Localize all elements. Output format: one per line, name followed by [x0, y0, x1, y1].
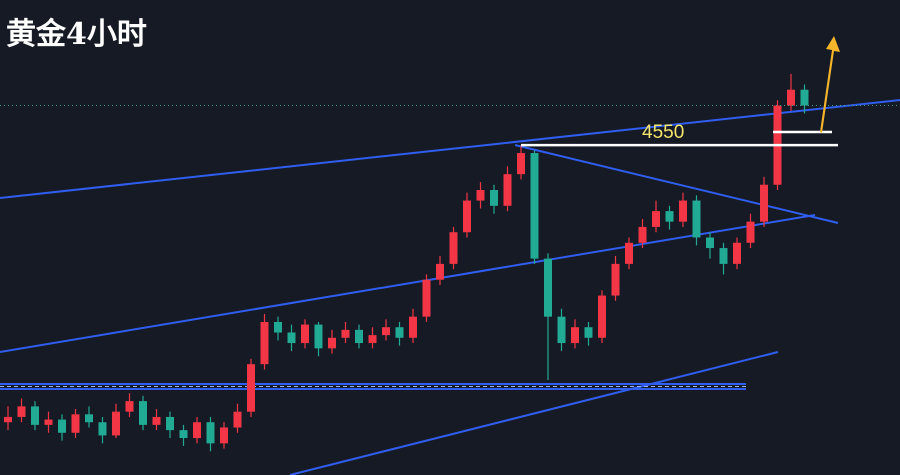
candle-body: [503, 174, 512, 206]
candle-body: [395, 327, 404, 338]
candle-body: [463, 200, 471, 233]
candle-body: [652, 211, 660, 227]
candle-body: [4, 416, 12, 423]
candle-body: [787, 89, 795, 106]
candle-body: [760, 184, 768, 222]
candle-body: [355, 329, 363, 344]
candle-body: [58, 419, 66, 433]
candle-body: [557, 316, 566, 344]
candle-body: [598, 295, 606, 338]
candle-body: [544, 258, 552, 317]
candle-body: [746, 221, 755, 243]
candle-body: [625, 242, 633, 264]
candle-body: [341, 329, 350, 338]
candle-body: [179, 430, 188, 439]
candle-body: [314, 324, 323, 349]
candle-body: [139, 401, 147, 425]
candles: 4550: [0, 73, 900, 452]
candle-body: [692, 200, 701, 238]
candle-body: [706, 237, 714, 249]
candle-body: [719, 248, 728, 264]
candle-body: [800, 89, 809, 106]
candle-body: [220, 427, 228, 444]
candle-body: [125, 401, 134, 412]
candle-body: [247, 364, 255, 412]
candle-body: [571, 327, 579, 344]
candle-body: [44, 419, 53, 425]
candle-body: [206, 422, 215, 444]
chart-title: 黄金4小时: [6, 17, 147, 52]
candle-body: [301, 324, 309, 344]
level-label: 4550: [642, 122, 684, 143]
candle-body: [611, 263, 620, 296]
candle-body: [233, 411, 242, 428]
candle-body: [152, 416, 161, 425]
candle-body: [287, 332, 296, 344]
candle-body: [733, 242, 741, 264]
candle-body: [584, 327, 593, 338]
candle-body: [368, 335, 377, 344]
candle-body: [382, 327, 390, 336]
candle-body: [31, 406, 39, 425]
trend-line: [0, 214, 816, 353]
candle-body: [193, 422, 201, 439]
candle-body: [260, 321, 269, 365]
trend-lines: [0, 99, 900, 475]
candle-body: [328, 337, 336, 349]
candle-body: [112, 411, 120, 436]
candle-body: [665, 211, 674, 222]
up-arrow: [820, 36, 840, 133]
candle-body: [409, 316, 417, 338]
candle-body: [517, 153, 525, 175]
candle-body: [422, 279, 431, 317]
trend-line: [0, 99, 900, 199]
candle-body: [490, 190, 498, 206]
trend-line: [514, 144, 839, 224]
candle-body: [638, 226, 647, 243]
candle-body: [679, 200, 687, 222]
candle-body: [17, 406, 26, 417]
candle-body: [530, 153, 539, 259]
candle-body: [85, 414, 93, 423]
candle-body: [274, 321, 282, 333]
trend-line: [289, 351, 779, 475]
candle-body: [476, 190, 485, 201]
candle-body: [71, 414, 80, 433]
candle-body: [449, 232, 458, 264]
candle-body: [98, 422, 107, 436]
candle-body: [436, 263, 444, 280]
candle-body: [166, 416, 174, 431]
